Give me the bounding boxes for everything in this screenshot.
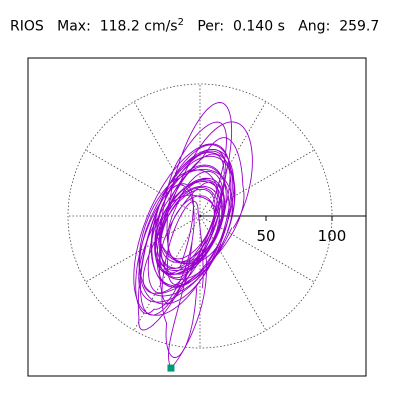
max-unit-exponent: 2 (177, 17, 184, 28)
chart-title: RIOS Max: 118.2 cm/s2 Per: 0.140 s Ang: … (10, 14, 379, 36)
x-tick-label: 50 (256, 227, 275, 245)
orbit-loop (135, 183, 195, 331)
angle-label: Ang: (298, 18, 331, 35)
peak-marker-group (167, 364, 175, 372)
angle-value: 259.7 (339, 18, 380, 35)
max-unit: cm/s (144, 18, 178, 35)
grid-spoke (199, 101, 267, 217)
grid-spoke (85, 149, 201, 217)
orbit-loop (161, 200, 204, 358)
peak-marker (167, 364, 175, 372)
motion-trace (133, 102, 253, 369)
orbit-loop (158, 102, 233, 304)
orbit-loop (138, 121, 253, 303)
grid-spoke (85, 215, 201, 283)
orbit-loop (133, 143, 233, 316)
max-value: 118.2 (99, 18, 140, 35)
x-tick-label: 100 (318, 227, 347, 245)
station-name: RIOS (10, 18, 44, 35)
period-value: 0.140 s (233, 18, 285, 35)
orbit-loop (150, 149, 236, 288)
period-label: Per: (197, 18, 225, 35)
max-label: Max: (57, 18, 91, 35)
plot-frame (27, 57, 367, 377)
